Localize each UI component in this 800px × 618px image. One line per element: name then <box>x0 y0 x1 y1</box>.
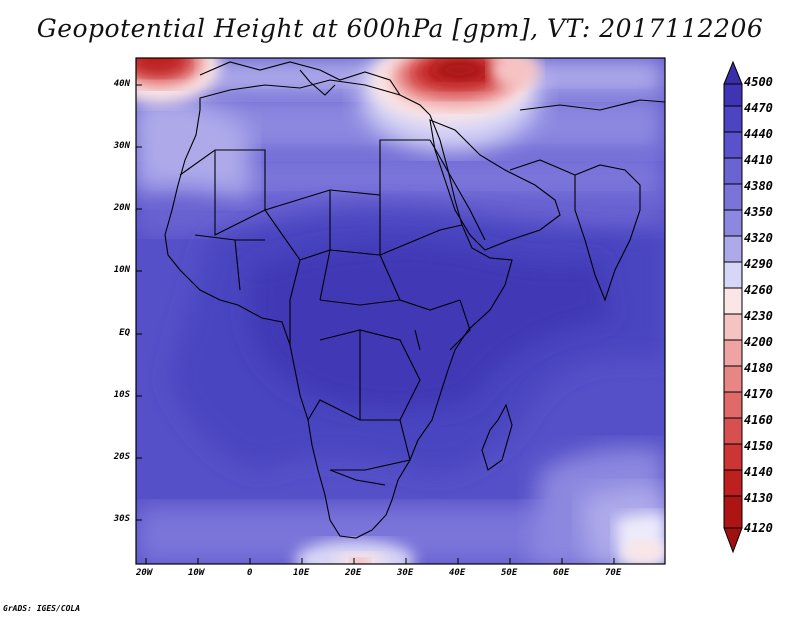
colorbar-label: 4130 <box>744 491 773 505</box>
lon-label: 20E <box>345 568 362 578</box>
colorbar-label: 4170 <box>744 387 773 401</box>
lat-label: 30N <box>113 141 130 151</box>
coastlines <box>164 61 665 539</box>
colorbar-label: 4320 <box>744 231 773 245</box>
lon-label: 10E <box>293 568 310 578</box>
colorbar-label: 4440 <box>744 127 773 141</box>
lon-label: 40E <box>449 568 466 578</box>
lat-label: 40N <box>113 79 130 89</box>
map-title: Geopotential Height at 600hPa [gpm], VT:… <box>36 14 764 43</box>
colorbar-label: 4160 <box>744 413 773 427</box>
colorbar-bottom-arrow <box>723 527 743 554</box>
height-field <box>136 58 665 564</box>
colorbar-label: 4290 <box>744 257 773 271</box>
colorbar-top-arrow <box>723 60 743 85</box>
colorbar-label: 4230 <box>744 309 773 323</box>
lat-label: 30S <box>113 514 130 524</box>
colorbar-label: 4410 <box>744 153 773 167</box>
colorbar-label: 4260 <box>744 283 773 297</box>
colorbar-label: 4200 <box>744 335 773 349</box>
lon-label: 30E <box>397 568 414 578</box>
map-frame <box>135 57 666 565</box>
axis-ticks <box>136 84 615 564</box>
colorbar-label: 4500 <box>744 75 773 89</box>
colorbar-label: 4120 <box>744 521 773 535</box>
colorbar-label: 4180 <box>744 361 773 375</box>
credit-footer: GrADS: IGES/COLA <box>3 604 81 613</box>
lon-label: 50E <box>501 568 518 578</box>
colorbar-label: 4350 <box>744 205 773 219</box>
lon-label: 20W <box>136 568 153 578</box>
lon-label: 0 <box>247 568 253 578</box>
colorbar-label: 4470 <box>744 101 773 115</box>
colorbar-label: 4150 <box>744 439 773 453</box>
lat-label: 20N <box>113 203 130 213</box>
lat-label: 10N <box>113 265 130 275</box>
lat-label: 10S <box>113 390 130 400</box>
colorbar-label: 4140 <box>744 465 773 479</box>
lat-label: EQ <box>119 328 130 338</box>
lat-label: 20S <box>113 452 130 462</box>
lon-label: 10W <box>188 568 205 578</box>
lon-label: 60E <box>553 568 570 578</box>
colorbar <box>723 60 743 554</box>
lon-label: 70E <box>605 568 622 578</box>
colorbar-label: 4380 <box>744 179 773 193</box>
